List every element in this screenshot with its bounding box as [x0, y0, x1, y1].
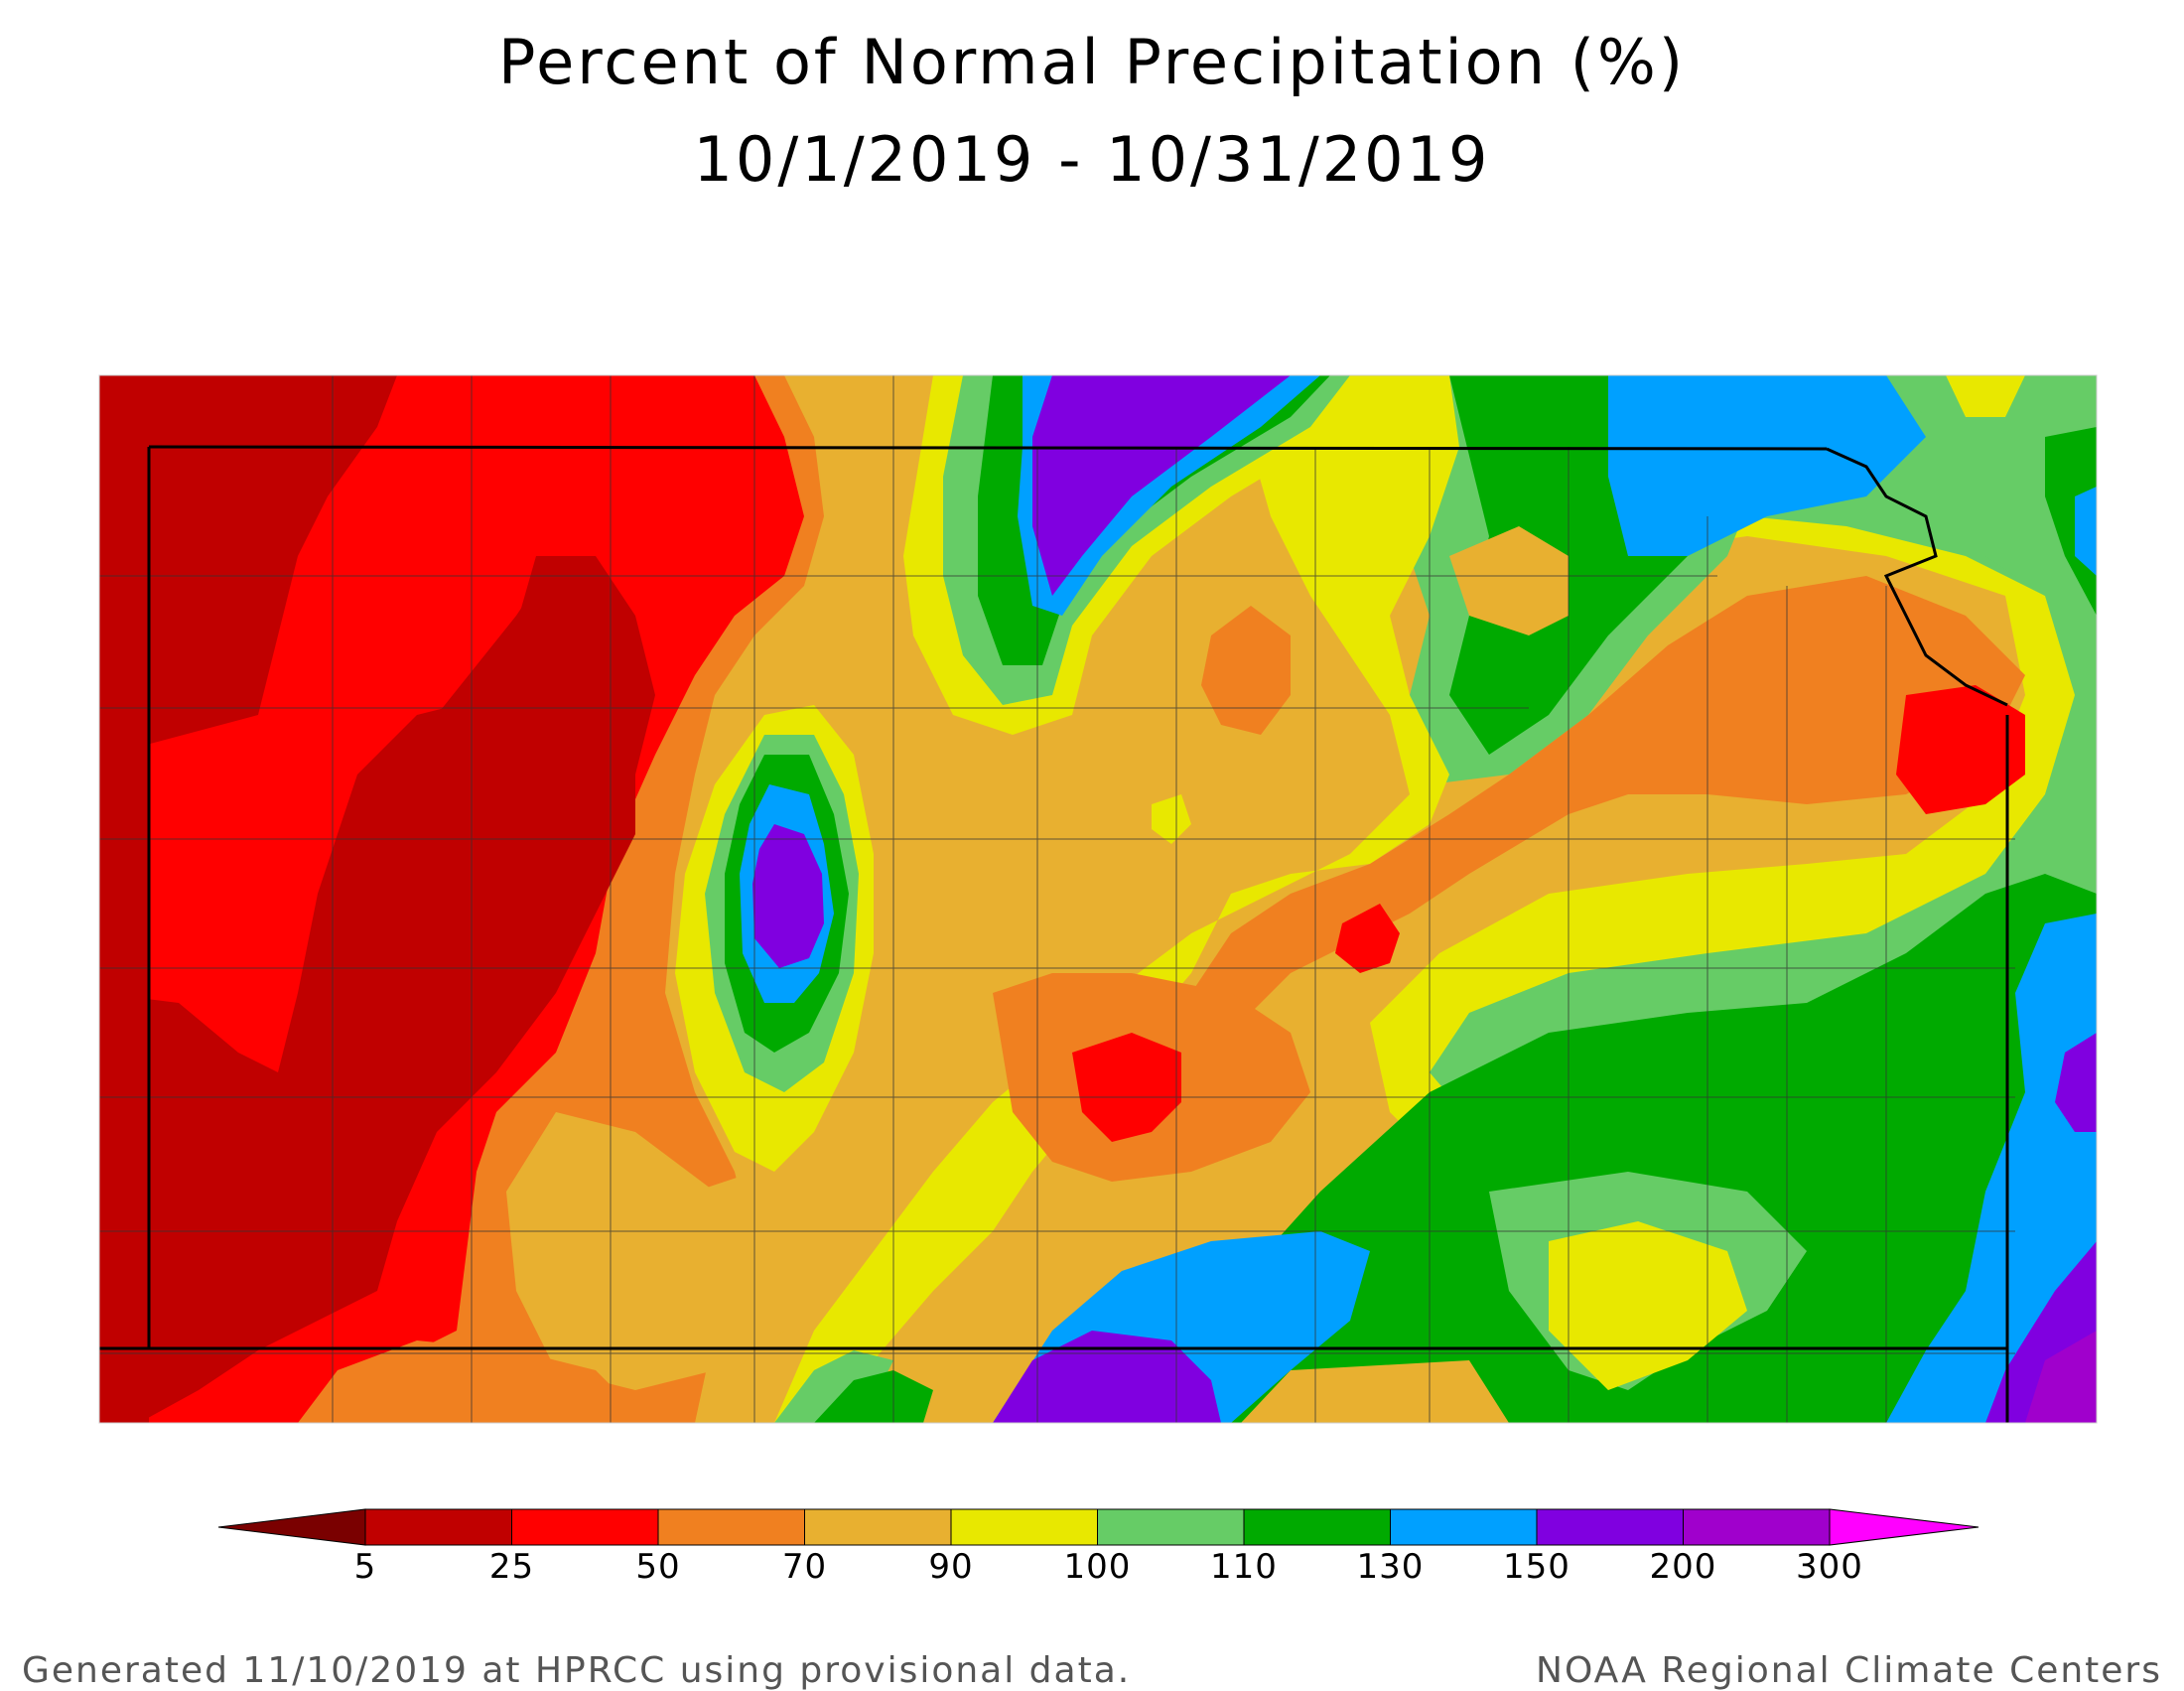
legend-swatch-5-25	[364, 1508, 512, 1546]
legend-swatch-under	[217, 1508, 366, 1546]
source-credit: NOAA Regional Climate Centers	[1536, 1650, 2162, 1691]
legend-tick-label: 25	[488, 1547, 535, 1587]
legend-swatch-150-200	[1536, 1508, 1684, 1546]
state-border	[99, 445, 2009, 1423]
legend-tick-label: 300	[1796, 1547, 1863, 1587]
county-lines	[99, 375, 2015, 1423]
generated-note: Generated 11/10/2019 at HPRCC using prov…	[22, 1650, 1132, 1691]
map-title: Percent of Normal Precipitation (%)	[497, 26, 1687, 98]
legend-swatch-90-100	[950, 1508, 1098, 1546]
legend-swatch-over	[1829, 1508, 1979, 1546]
legend-tick-label: 200	[1649, 1547, 1717, 1587]
legend-swatch-50-70	[657, 1508, 805, 1546]
legend-swatch-130-150	[1390, 1508, 1538, 1546]
legend-swatch-110-130	[1243, 1508, 1391, 1546]
legend-tick-label: 100	[1063, 1547, 1132, 1587]
legend-tick-label: 110	[1210, 1547, 1278, 1587]
legend-tick-label: 5	[353, 1547, 377, 1587]
contour-fill	[99, 375, 2097, 1423]
legend-tick-label: 50	[635, 1547, 681, 1587]
legend-tick-label: 150	[1503, 1547, 1570, 1587]
map-frame	[98, 374, 2098, 1424]
legend-colorbar	[217, 1508, 1979, 1546]
legend-swatch-100-110	[1097, 1508, 1245, 1546]
legend-swatch-70-90	[804, 1508, 952, 1546]
legend-swatch-25-50	[511, 1508, 659, 1546]
legend-tick-label: 70	[781, 1547, 828, 1587]
legend-swatch-200-300	[1683, 1508, 1831, 1546]
legend-tick-label: 90	[928, 1547, 974, 1587]
map-date-range: 10/1/2019 - 10/31/2019	[693, 123, 1491, 196]
legend-tick-label: 130	[1356, 1547, 1425, 1587]
